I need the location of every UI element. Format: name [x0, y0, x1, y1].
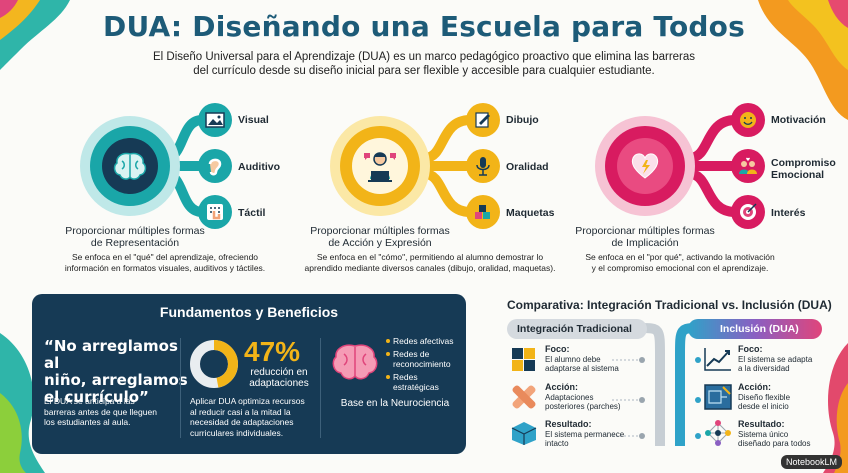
pillar-accion-expresion: Dibujo Oralidad Maquetas Proporcionar mú… [305, 100, 580, 280]
item-dibujo-circle [466, 103, 500, 137]
corner-blob-bottom-right [823, 343, 848, 473]
intro-text: El Diseño Universal para el Aprendizaje … [152, 51, 696, 77]
stat-donut-arc [190, 340, 238, 388]
network-people-icon [705, 420, 731, 446]
image-icon [205, 112, 225, 128]
divider [180, 338, 181, 438]
item-compromiso-circle [731, 149, 765, 183]
quote-note: El DUA se anticipa a las barreras antes … [44, 396, 157, 427]
growth-chart-icon [704, 348, 731, 371]
network-item: Redes estratégicas [386, 372, 464, 392]
pillar-connectors [685, 115, 740, 217]
traditional-row-resultado: Resultado: El sistema permanece intacto [545, 419, 625, 448]
pillar-connectors [420, 115, 475, 217]
pillar-implicacion: Motivación Compromiso Emocional Interés … [575, 100, 845, 280]
pillar-description: Se enfoca en el "cómo", permitiendo al a… [304, 252, 556, 273]
fundamentos-panel: Fundamentos y Beneficios “No arreglamos … [32, 294, 466, 454]
blueprint-icon [704, 384, 732, 410]
pillar-title: Proporcionar múltiples formas de Acción … [310, 225, 450, 249]
traditional-header: Integración Tradicional [507, 319, 647, 339]
item-tactil-circle [198, 195, 232, 229]
inclusion-row-accion: Acción: Diseño flexible desde el inicio [738, 382, 791, 411]
ear-icon [208, 158, 222, 176]
corner-blob-bottom-left [0, 333, 45, 473]
target-icon [740, 203, 757, 220]
item-interes-label: Interés [771, 207, 806, 219]
page-title: DUA: Diseñando una Escuela para Todos [103, 10, 745, 43]
network-item: Redes afectivas [386, 336, 464, 346]
traditional-row-foco: Foco: El alumno debe adaptarse al sistem… [545, 344, 619, 373]
smile-icon [740, 112, 756, 128]
bandage-icon [512, 385, 536, 409]
item-motivacion-label: Motivación [771, 114, 826, 126]
puzzle-icon [512, 348, 535, 371]
item-maquetas-circle [466, 195, 500, 229]
item-compromiso-label: Compromiso Emocional [771, 157, 836, 181]
divider [320, 338, 321, 438]
item-dibujo-label: Dibujo [506, 114, 539, 126]
item-maquetas-label: Maquetas [506, 207, 555, 219]
hub-center [352, 138, 408, 194]
item-interes-circle [731, 195, 765, 229]
quote: “No arreglamos al niño, arreglamos el cu… [44, 337, 188, 406]
brand-badge: NotebookLM [780, 455, 842, 469]
network-caption: Base en la Neurociencia [340, 398, 450, 409]
item-visual-label: Visual [238, 114, 269, 126]
corner-blob-top-left [0, 0, 70, 70]
hub-center [617, 138, 673, 194]
item-oralidad-label: Oralidad [506, 161, 549, 173]
touch-hand-icon [207, 204, 223, 220]
pillar-title: Proporcionar múltiples formas de Implica… [575, 225, 715, 249]
heart-icon [631, 153, 659, 179]
microphone-icon [476, 157, 490, 176]
network-list: Redes afectivas Redes de reconocimiento … [386, 336, 464, 392]
inclusion-row-foco: Foco: El sistema se adapta a la diversid… [738, 344, 813, 373]
stat-note: Aplicar DUA optimiza recursos al reducir… [190, 396, 305, 438]
network-item: Redes de reconocimiento [386, 349, 464, 369]
traditional-row-accion: Acción: Adaptaciones posteriores (parche… [545, 382, 621, 411]
fundamentos-heading: Fundamentos y Beneficios [159, 304, 339, 320]
hub-center [102, 138, 158, 194]
brain-icon [113, 152, 147, 180]
student-laptop-icon [364, 152, 396, 182]
blocks-icon [475, 205, 490, 219]
drawing-icon [475, 112, 490, 128]
item-oralidad-circle [466, 149, 500, 183]
people-heart-icon [739, 157, 757, 174]
stat-label: reducción en adaptaciones [249, 367, 309, 389]
item-tactil-label: Táctil [238, 207, 266, 219]
pillar-description: Se enfoca en el "qué" del aprendizaje, o… [64, 252, 266, 273]
item-auditivo-label: Auditivo [238, 161, 280, 173]
box-icon [511, 422, 537, 445]
stat-donut [190, 340, 238, 388]
item-visual-circle [198, 103, 232, 137]
corner-blob-top-right [758, 0, 848, 120]
item-motivacion-circle [731, 103, 765, 137]
item-auditivo-circle [198, 149, 232, 183]
inclusion-row-resultado: Resultado: Sistema único diseñado para t… [738, 419, 811, 448]
pillar-description: Se enfoca en el "por qué", activando la … [585, 252, 775, 273]
pillar-title: Proporcionar múltiples formas de Represe… [65, 225, 205, 249]
comparativa-title: Comparativa: Integración Tradicional vs.… [507, 298, 832, 312]
inclusion-header: Inclusión (DUA) [688, 319, 822, 339]
stat-value: 47% [244, 336, 301, 367]
pillar-representacion: Visual Auditivo Táctil Proporcionar múlt… [50, 100, 320, 280]
brain-network-icon [332, 344, 378, 380]
